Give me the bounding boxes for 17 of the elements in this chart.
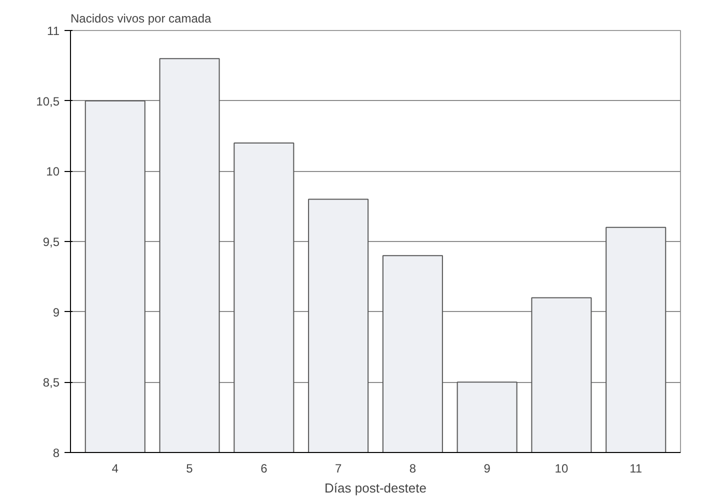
y-tick-label: 10: [46, 164, 60, 179]
x-tick-label: 4: [112, 462, 119, 476]
x-tick-label: 7: [334, 462, 342, 476]
x-tick-label: 6: [260, 462, 268, 476]
y-tick-label: 8,5: [42, 376, 60, 390]
x-tick-label: 11: [630, 462, 642, 476]
y-tick-label: 9,5: [42, 235, 60, 249]
x-axis-title: Días post-destete: [324, 480, 426, 496]
x-tick-label: 5: [186, 462, 194, 476]
x-tick-label: 10: [554, 462, 568, 476]
x-tick-label: 8: [409, 462, 416, 476]
y-tick-label: 9: [52, 305, 60, 320]
x-tick-label: 9: [484, 462, 491, 476]
y-tick-label: 8: [52, 446, 60, 460]
y-axis-title: Nacidos vivos por camada: [70, 12, 212, 26]
y-tick-label: 11: [47, 24, 60, 38]
y-tick-label: 10,5: [36, 94, 60, 108]
